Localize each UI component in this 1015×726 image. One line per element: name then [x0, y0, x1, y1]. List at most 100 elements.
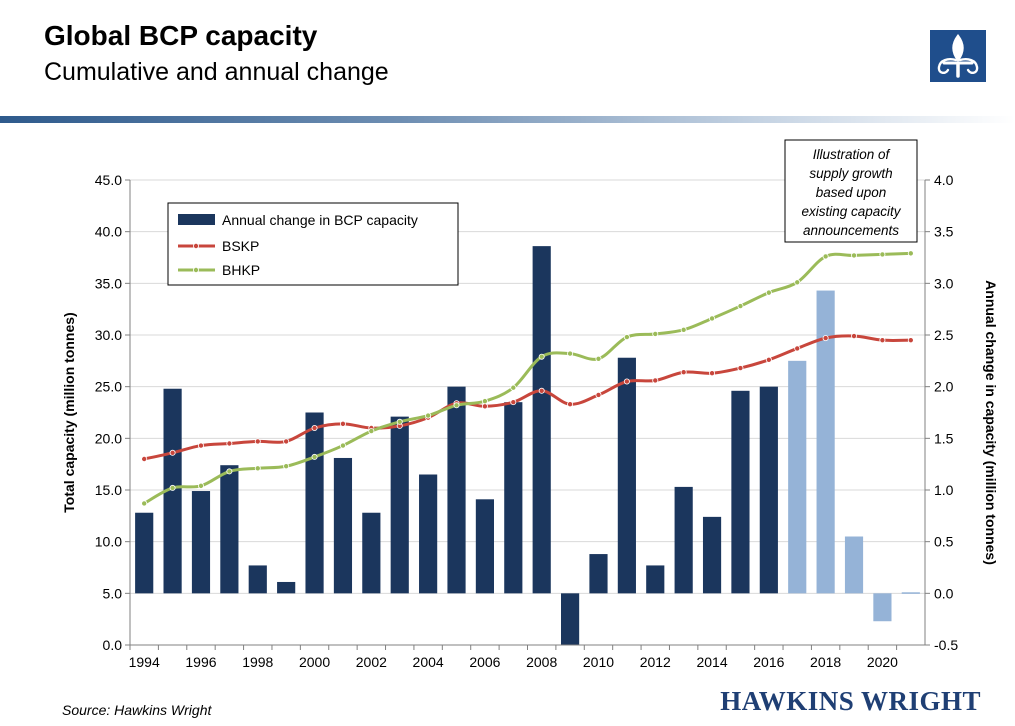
x-tick-label: 2004: [413, 654, 444, 670]
bskp-point: [311, 424, 318, 431]
annotation-line: announcements: [803, 223, 899, 238]
bhkp-point: [226, 468, 233, 475]
bhkp-point: [794, 279, 801, 286]
bar: [873, 593, 892, 622]
bhkp-point: [652, 330, 659, 337]
legend-swatch-bar: [178, 214, 215, 225]
bhkp-point: [822, 253, 829, 260]
bhkp-point: [141, 500, 148, 507]
bhkp-point: [481, 398, 488, 405]
bar: [617, 357, 636, 594]
bar: [702, 516, 722, 594]
chart-annotation: Illustration of supply growth based upon ex…: [784, 139, 918, 243]
annotation-box: [784, 139, 918, 243]
bhkp-line: [143, 251, 911, 505]
bhkp-point: [254, 465, 261, 472]
bskp-point: [169, 449, 176, 456]
bar: [191, 491, 211, 594]
bskp-point: [339, 420, 346, 427]
left-tick-label: 30.0: [95, 327, 122, 343]
left-tick-label: 35.0: [95, 275, 122, 291]
bcp-capacity-chart: 0.0 5.0 10.0 15.0 20.0 25.0 30.0 35.0 40.0 45.0 -0…: [61, 139, 999, 670]
bskp-point: [737, 365, 744, 372]
x-tick-label: 2014: [696, 654, 727, 670]
right-tick-label: 3.0: [934, 275, 954, 291]
x-tick-label: 2012: [640, 654, 671, 670]
bhkp-point: [765, 289, 772, 296]
header-divider: [0, 116, 1015, 123]
annotation-line: existing capacity: [801, 204, 901, 219]
right-tick-label: 2.5: [934, 327, 954, 343]
bskp-point: [794, 345, 801, 352]
right-tick-label: -0.5: [934, 637, 958, 653]
bskp-point: [709, 370, 716, 377]
bar: [731, 390, 750, 594]
legend-label: BSKP: [222, 238, 259, 254]
bar: [532, 246, 551, 594]
bhkp-point: [396, 418, 403, 425]
bhkp-point: [368, 428, 375, 435]
right-tick-label: 2.0: [934, 379, 954, 395]
bar: [248, 565, 267, 594]
x-tick-label: 2000: [299, 654, 330, 670]
bar: [844, 536, 864, 594]
right-tick-label: 1.0: [934, 482, 954, 498]
annotation-line: supply growth: [809, 166, 892, 181]
bhkp-point: [425, 412, 432, 419]
bhkp-point: [311, 453, 318, 460]
bar: [759, 386, 778, 594]
bskp-point: [652, 377, 659, 384]
bskp-point: [879, 337, 886, 344]
x-tick-label: 2002: [356, 654, 387, 670]
bar: [419, 474, 438, 594]
bar: [362, 512, 381, 594]
bskp-point: [141, 455, 148, 462]
x-tick-label: 2010: [583, 654, 614, 670]
bhkp-point: [453, 402, 460, 409]
legend-label: BHKP: [222, 262, 260, 278]
x-tick-label: 2016: [753, 654, 784, 670]
bar: [788, 360, 807, 594]
bskp-line: [143, 334, 911, 461]
bar: [589, 554, 608, 594]
left-tick-label: 40.0: [95, 224, 122, 240]
legend-swatch-point: [192, 266, 199, 273]
x-tick-label: 1996: [185, 654, 216, 670]
bskp-point: [254, 438, 261, 445]
bar: [475, 499, 494, 594]
left-tick-label: 25.0: [95, 379, 122, 395]
x-tick-label: 2020: [867, 654, 898, 670]
bskp-point: [907, 337, 914, 344]
bar: [646, 565, 665, 594]
bar: [135, 512, 154, 594]
bskp-point: [822, 335, 829, 342]
bskp-point: [538, 387, 545, 394]
bhkp-point: [197, 482, 204, 489]
bhkp-point: [907, 250, 914, 257]
right-tick-label: 4.0: [934, 172, 954, 188]
bhkp-point: [851, 252, 858, 259]
bar: [901, 592, 920, 594]
left-tick-label: 5.0: [103, 585, 123, 601]
right-tick-label: 0.0: [934, 585, 954, 601]
bskp-point: [851, 333, 858, 340]
annotation-line: Illustration of: [813, 147, 891, 162]
left-tick-label: 20.0: [95, 430, 122, 446]
legend-swatch-point: [192, 242, 199, 249]
bar: [305, 412, 324, 594]
fleur-de-lis-icon: [930, 30, 986, 82]
bskp-point: [765, 356, 772, 363]
bar: [674, 486, 693, 594]
bhkp-point: [879, 251, 886, 258]
bhkp-point: [339, 442, 346, 449]
bskp-point: [510, 399, 517, 406]
bar: [277, 581, 296, 594]
bhkp-point: [623, 334, 630, 341]
bhkp-point: [737, 303, 744, 310]
x-tick-label: 1994: [129, 654, 160, 670]
left-tick-label: 45.0: [95, 172, 122, 188]
bar: [163, 388, 182, 594]
y2-axis-title: Annual change in capacity (million tonne…: [983, 280, 999, 565]
annotation-line: based upon: [816, 185, 887, 200]
bskp-point: [595, 391, 602, 398]
